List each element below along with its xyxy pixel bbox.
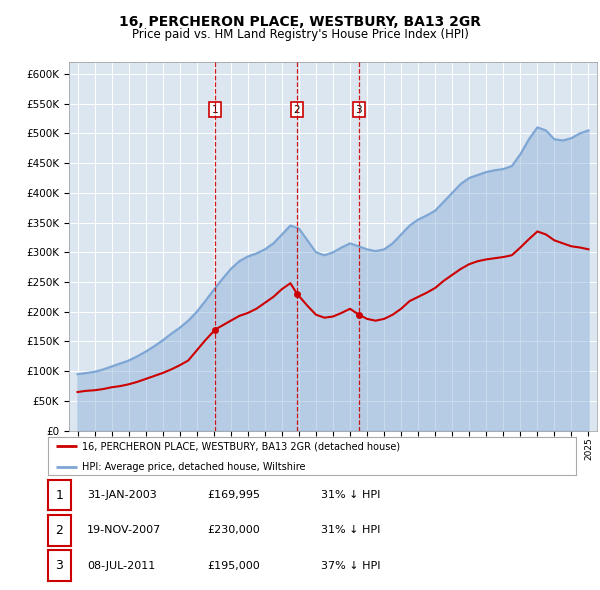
- Text: 16, PERCHERON PLACE, WESTBURY, BA13 2GR: 16, PERCHERON PLACE, WESTBURY, BA13 2GR: [119, 15, 481, 29]
- Text: Price paid vs. HM Land Registry's House Price Index (HPI): Price paid vs. HM Land Registry's House …: [131, 28, 469, 41]
- Text: 16, PERCHERON PLACE, WESTBURY, BA13 2GR (detached house): 16, PERCHERON PLACE, WESTBURY, BA13 2GR …: [82, 441, 400, 451]
- Text: 31% ↓ HPI: 31% ↓ HPI: [321, 526, 380, 535]
- Text: £169,995: £169,995: [207, 490, 260, 500]
- Text: £195,000: £195,000: [207, 561, 260, 571]
- Text: 3: 3: [55, 559, 64, 572]
- Text: 08-JUL-2011: 08-JUL-2011: [87, 561, 155, 571]
- Text: 31-JAN-2003: 31-JAN-2003: [87, 490, 157, 500]
- Text: 1: 1: [55, 489, 64, 502]
- Text: 2: 2: [294, 105, 301, 115]
- Text: £230,000: £230,000: [207, 526, 260, 535]
- Text: 1: 1: [212, 105, 218, 115]
- Text: 2: 2: [55, 524, 64, 537]
- Text: 31% ↓ HPI: 31% ↓ HPI: [321, 490, 380, 500]
- Text: HPI: Average price, detached house, Wiltshire: HPI: Average price, detached house, Wilt…: [82, 461, 306, 471]
- Text: 19-NOV-2007: 19-NOV-2007: [87, 526, 161, 535]
- Text: 3: 3: [356, 105, 362, 115]
- Text: 37% ↓ HPI: 37% ↓ HPI: [321, 561, 380, 571]
